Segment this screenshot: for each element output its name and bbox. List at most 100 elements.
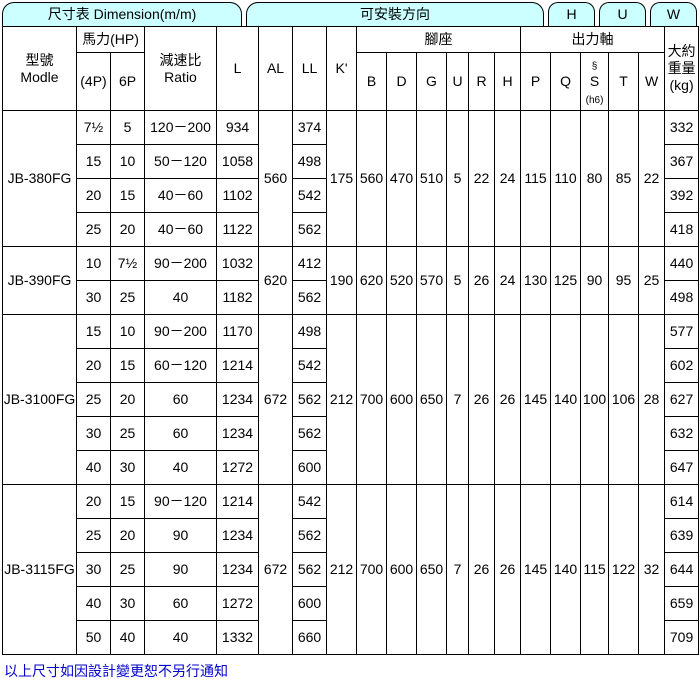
cell: 562 (293, 213, 327, 247)
cell: 1122 (217, 213, 259, 247)
cell: 20 (77, 349, 111, 383)
cell: 25 (111, 417, 145, 451)
cell: 7 (447, 315, 469, 485)
cell: 20 (77, 179, 111, 213)
cell: 562 (293, 519, 327, 553)
cell: 5 (447, 247, 469, 315)
cell: 562 (293, 281, 327, 315)
col-foot: 腳座 (357, 27, 521, 53)
cell: 50－120 (145, 145, 217, 179)
cell: 40 (111, 621, 145, 655)
cell: 332 (665, 111, 699, 145)
cell: 30 (111, 587, 145, 621)
cell: 562 (293, 417, 327, 451)
cell: 15 (111, 485, 145, 519)
cell: 570 (417, 247, 447, 315)
cell: JB-380FG (3, 111, 77, 247)
cell: 115 (521, 111, 551, 247)
col-shaft: 出力軸 (521, 27, 665, 53)
cell: 140 (551, 315, 581, 485)
cell: 110 (551, 111, 581, 247)
cell: 709 (665, 621, 699, 655)
cell: 90－200 (145, 315, 217, 349)
col-L: L (217, 27, 259, 111)
cell: 40－60 (145, 213, 217, 247)
cell: 26 (469, 315, 495, 485)
cell: 25 (77, 519, 111, 553)
cell: 600 (387, 315, 417, 485)
cell: 90 (145, 553, 217, 587)
cell: 627 (665, 383, 699, 417)
cell: 470 (387, 111, 417, 247)
cell: 644 (665, 553, 699, 587)
cell: 30 (77, 417, 111, 451)
col-S: §S(h6) (581, 53, 609, 111)
cell: 20 (111, 519, 145, 553)
cell: 620 (357, 247, 387, 315)
col-B: B (357, 53, 387, 111)
cell: 418 (665, 213, 699, 247)
cell: 639 (665, 519, 699, 553)
cell: 25 (639, 247, 665, 315)
cell: 25 (77, 383, 111, 417)
cell: 5 (111, 111, 145, 145)
cell: 26 (469, 247, 495, 315)
col-T: T (609, 53, 639, 111)
tab-u: U (599, 2, 646, 26)
cell: 10 (111, 315, 145, 349)
cell: 25 (111, 281, 145, 315)
cell: 510 (417, 111, 447, 247)
cell: 22 (639, 111, 665, 247)
cell: 542 (293, 179, 327, 213)
cell: 60 (145, 587, 217, 621)
cell: 190 (327, 247, 357, 315)
dimension-table: 型號 Modle 馬力(HP) 減速比 Ratio L AL LL K' 腳座 … (2, 26, 699, 655)
col-4p: (4P) (77, 53, 111, 111)
cell: 1272 (217, 587, 259, 621)
cell: 614 (665, 485, 699, 519)
cell: 577 (665, 315, 699, 349)
cell: 140 (551, 485, 581, 655)
tab-bar: 尺寸表 Dimension(m/m) 可安裝方向 H U W (2, 2, 698, 26)
cell: 122 (609, 485, 639, 655)
cell: 440 (665, 247, 699, 281)
tab-dimension: 尺寸表 Dimension(m/m) (2, 2, 242, 26)
cell: 125 (551, 247, 581, 315)
cell: 40－60 (145, 179, 217, 213)
cell: 367 (665, 145, 699, 179)
cell: 60 (145, 417, 217, 451)
cell: JB-3115FG (3, 485, 77, 655)
cell: 542 (293, 349, 327, 383)
col-AL: AL (259, 27, 293, 111)
col-hp: 馬力(HP) (77, 27, 145, 53)
cell: 7½ (77, 111, 111, 145)
col-G: G (417, 53, 447, 111)
cell: 560 (259, 111, 293, 247)
cell: 30 (111, 451, 145, 485)
cell: 60 (145, 383, 217, 417)
cell: 498 (293, 145, 327, 179)
col-D: D (387, 53, 417, 111)
cell: 145 (521, 315, 551, 485)
cell: 115 (581, 485, 609, 655)
cell: 562 (293, 553, 327, 587)
cell: 20 (111, 213, 145, 247)
cell: 32 (639, 485, 665, 655)
cell: 15 (77, 315, 111, 349)
cell: JB-3100FG (3, 315, 77, 485)
cell: 659 (665, 587, 699, 621)
col-ratio: 減速比 Ratio (145, 27, 217, 111)
cell: 647 (665, 451, 699, 485)
tab-w: W (650, 2, 697, 26)
cell: 632 (665, 417, 699, 451)
cell: 560 (357, 111, 387, 247)
cell: 30 (77, 553, 111, 587)
cell: 1234 (217, 383, 259, 417)
cell: JB-390FG (3, 247, 77, 315)
col-W: W (639, 53, 665, 111)
cell: 1214 (217, 349, 259, 383)
col-6p: 6P (111, 53, 145, 111)
cell: 22 (469, 111, 495, 247)
cell: 24 (495, 247, 521, 315)
tab-direction: 可安裝方向 (246, 2, 544, 26)
